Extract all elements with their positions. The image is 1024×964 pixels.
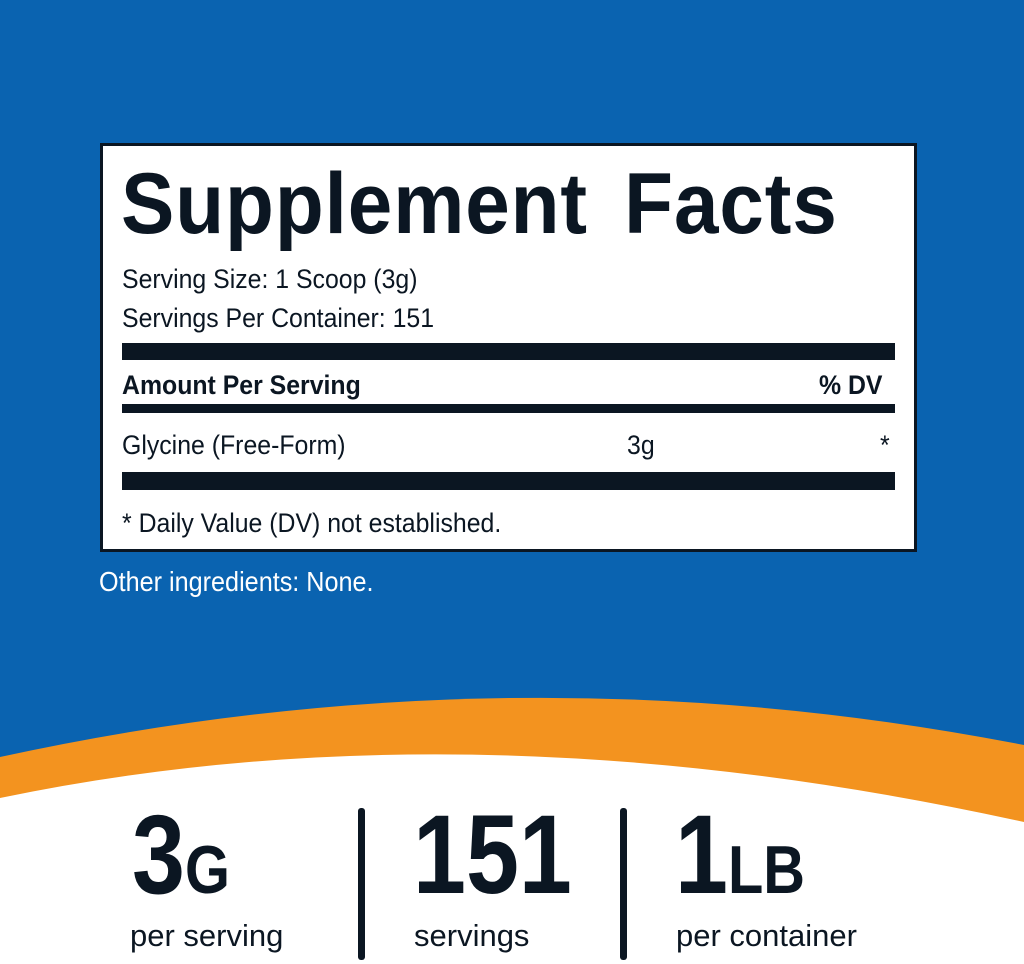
thick-divider <box>122 343 895 360</box>
stat-number: 151 <box>413 792 572 917</box>
facts-title: Supplement Facts <box>121 156 838 252</box>
stat-serving-label: per serving <box>130 918 284 953</box>
supplement-facts-panel: Supplement Facts Serving Size: 1 Scoop (… <box>100 143 917 552</box>
ingredient-amount: 3g <box>627 430 655 460</box>
stat-unit: LB <box>727 832 806 908</box>
footnote: * Daily Value (DV) not established. <box>122 508 502 538</box>
thin-divider <box>122 404 895 413</box>
servings-per-container: Servings Per Container: 151 <box>122 303 435 333</box>
stat-number: 3 <box>132 792 185 917</box>
stat-container-value: 1LB <box>675 799 806 925</box>
ingredient-name: Glycine (Free-Form) <box>122 430 346 460</box>
stat-container-label: per container <box>676 918 857 953</box>
stat-divider <box>620 808 627 960</box>
stat-number: 1 <box>675 792 728 917</box>
stat-divider <box>358 808 365 960</box>
stat-unit: G <box>184 832 230 908</box>
stat-servings-value: 151 <box>413 799 572 911</box>
ingredient-dv: * <box>880 430 890 460</box>
stat-serving-value: 3G <box>132 799 230 925</box>
stat-servings-label: servings <box>414 918 530 953</box>
amount-per-serving-header: Amount Per Serving <box>122 370 361 400</box>
dv-header: % DV <box>819 370 883 400</box>
serving-size: Serving Size: 1 Scoop (3g) <box>122 264 418 294</box>
other-ingredients: Other ingredients: None. <box>99 566 374 597</box>
thick-divider <box>122 472 895 490</box>
